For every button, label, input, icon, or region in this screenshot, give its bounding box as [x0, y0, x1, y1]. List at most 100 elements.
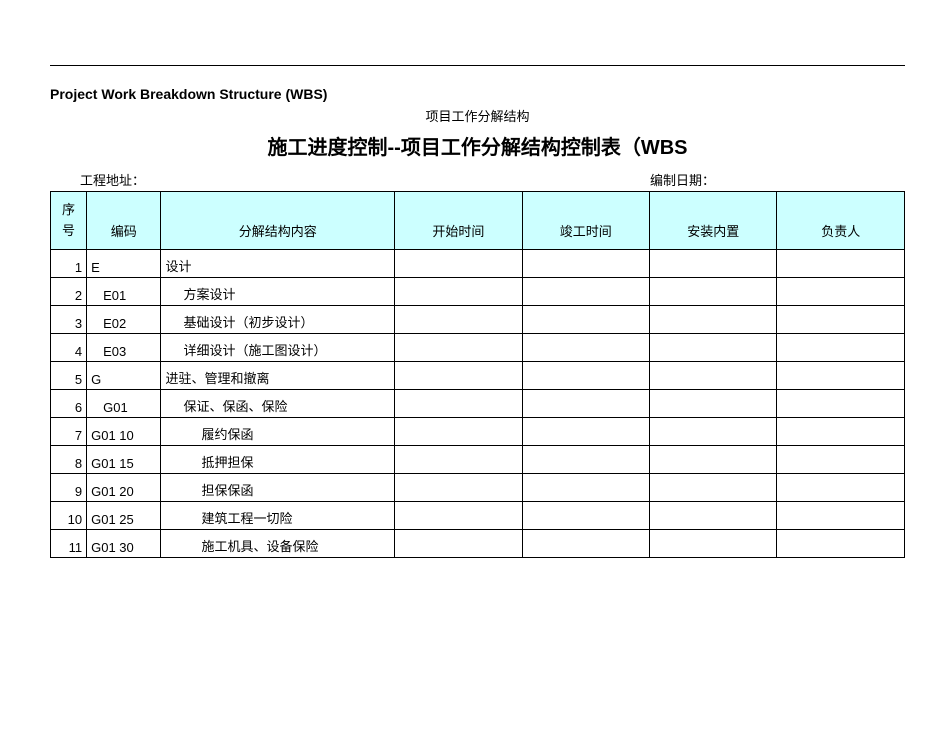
cell-end: [522, 334, 649, 362]
header-row: 序 号 编码 分解结构内容 开始时间 竣工时间 安装内置: [51, 192, 905, 250]
table-row: 6G01保证、保函、保险: [51, 390, 905, 418]
cell-code: E02: [87, 306, 161, 334]
wbs-table: 序 号 编码 分解结构内容 开始时间 竣工时间 安装内置: [50, 191, 905, 558]
cell-end: [522, 530, 649, 558]
cell-end: [522, 390, 649, 418]
cell-owner: [777, 278, 905, 306]
main-title: 施工进度控制--项目工作分解结构控制表（WBS: [50, 131, 905, 160]
cell-num: 7: [51, 418, 87, 446]
cell-start: [395, 474, 522, 502]
cell-owner: [777, 362, 905, 390]
cell-owner: [777, 334, 905, 362]
table-row: 3E02基础设计（初步设计）: [51, 306, 905, 334]
cell-end: [522, 446, 649, 474]
table-row: 10G01 25建筑工程一切险: [51, 502, 905, 530]
cell-num: 2: [51, 278, 87, 306]
cell-desc: 建筑工程一切险: [161, 502, 395, 530]
cell-end: [522, 418, 649, 446]
col-header-desc: 分解结构内容: [161, 192, 395, 250]
col-header-num-l2: 号: [62, 223, 75, 238]
cell-owner: [777, 306, 905, 334]
cell-end: [522, 278, 649, 306]
meta-compile-date: 编制日期：: [650, 170, 895, 189]
cell-owner: [777, 502, 905, 530]
cell-code: G01: [87, 390, 161, 418]
cell-owner: [777, 390, 905, 418]
col-header-owner: 负责人: [777, 192, 905, 250]
cell-start: [395, 446, 522, 474]
table-row: 4E03详细设计（施工图设计）: [51, 334, 905, 362]
cell-install: [650, 502, 777, 530]
cell-num: 6: [51, 390, 87, 418]
cell-desc: 施工机具、设备保险: [161, 530, 395, 558]
cell-start: [395, 278, 522, 306]
col-header-end-label: 竣工时间: [560, 224, 612, 239]
cell-end: [522, 502, 649, 530]
table-row: 8G01 15抵押担保: [51, 446, 905, 474]
cell-start: [395, 530, 522, 558]
meta-project-address: 工程地址：: [80, 170, 145, 189]
cell-desc: 基础设计（初步设计）: [161, 306, 395, 334]
cell-install: [650, 418, 777, 446]
table-row: 9G01 20担保保函: [51, 474, 905, 502]
cell-code: E01: [87, 278, 161, 306]
table-row: 7G01 10履约保函: [51, 418, 905, 446]
table-row: 1E设计: [51, 250, 905, 278]
cell-install: [650, 250, 777, 278]
table-row: 2E01方案设计: [51, 278, 905, 306]
col-header-desc-label: 分解结构内容: [239, 224, 317, 239]
col-header-code: 编码: [87, 192, 161, 250]
cell-install: [650, 334, 777, 362]
table-row: 5G进驻、管理和撤离: [51, 362, 905, 390]
cell-owner: [777, 530, 905, 558]
cell-install: [650, 474, 777, 502]
cell-code: G01 20: [87, 474, 161, 502]
cell-code: G: [87, 362, 161, 390]
col-header-start-label: 开始时间: [432, 224, 484, 239]
table-body: 1E设计2E01方案设计3E02基础设计（初步设计）4E03详细设计（施工图设计…: [51, 250, 905, 558]
cell-code: E03: [87, 334, 161, 362]
col-header-install-label: 安装内置: [687, 224, 739, 239]
cell-install: [650, 306, 777, 334]
col-header-end: 竣工时间: [522, 192, 649, 250]
cell-end: [522, 362, 649, 390]
cell-num: 8: [51, 446, 87, 474]
cell-desc: 设计: [161, 250, 395, 278]
cell-start: [395, 502, 522, 530]
cell-desc: 保证、保函、保险: [161, 390, 395, 418]
cell-install: [650, 362, 777, 390]
col-header-num-l1: 序: [62, 202, 75, 217]
cell-desc: 方案设计: [161, 278, 395, 306]
cell-code: G01 30: [87, 530, 161, 558]
col-header-num: 序 号: [51, 192, 87, 250]
top-rule: [50, 65, 905, 66]
cell-desc: 抵押担保: [161, 446, 395, 474]
cell-install: [650, 446, 777, 474]
cell-start: [395, 250, 522, 278]
cell-owner: [777, 474, 905, 502]
cell-owner: [777, 446, 905, 474]
cell-start: [395, 306, 522, 334]
cell-num: 4: [51, 334, 87, 362]
cell-start: [395, 334, 522, 362]
table-row: 11G01 30施工机具、设备保险: [51, 530, 905, 558]
cell-desc: 进驻、管理和撤离: [161, 362, 395, 390]
meta-row: 工程地址： 编制日期：: [50, 170, 905, 189]
cell-start: [395, 362, 522, 390]
cell-install: [650, 278, 777, 306]
col-header-start: 开始时间: [395, 192, 522, 250]
cell-start: [395, 390, 522, 418]
cell-end: [522, 306, 649, 334]
cell-desc: 履约保函: [161, 418, 395, 446]
cell-code: G01 15: [87, 446, 161, 474]
cell-num: 1: [51, 250, 87, 278]
cell-code: G01 25: [87, 502, 161, 530]
cell-desc: 担保保函: [161, 474, 395, 502]
cell-num: 10: [51, 502, 87, 530]
col-header-install: 安装内置: [650, 192, 777, 250]
cell-num: 9: [51, 474, 87, 502]
doc-title-en: Project Work Breakdown Structure (WBS): [50, 86, 905, 102]
col-header-code-label: 编码: [111, 224, 137, 239]
cell-num: 5: [51, 362, 87, 390]
cell-code: G01 10: [87, 418, 161, 446]
